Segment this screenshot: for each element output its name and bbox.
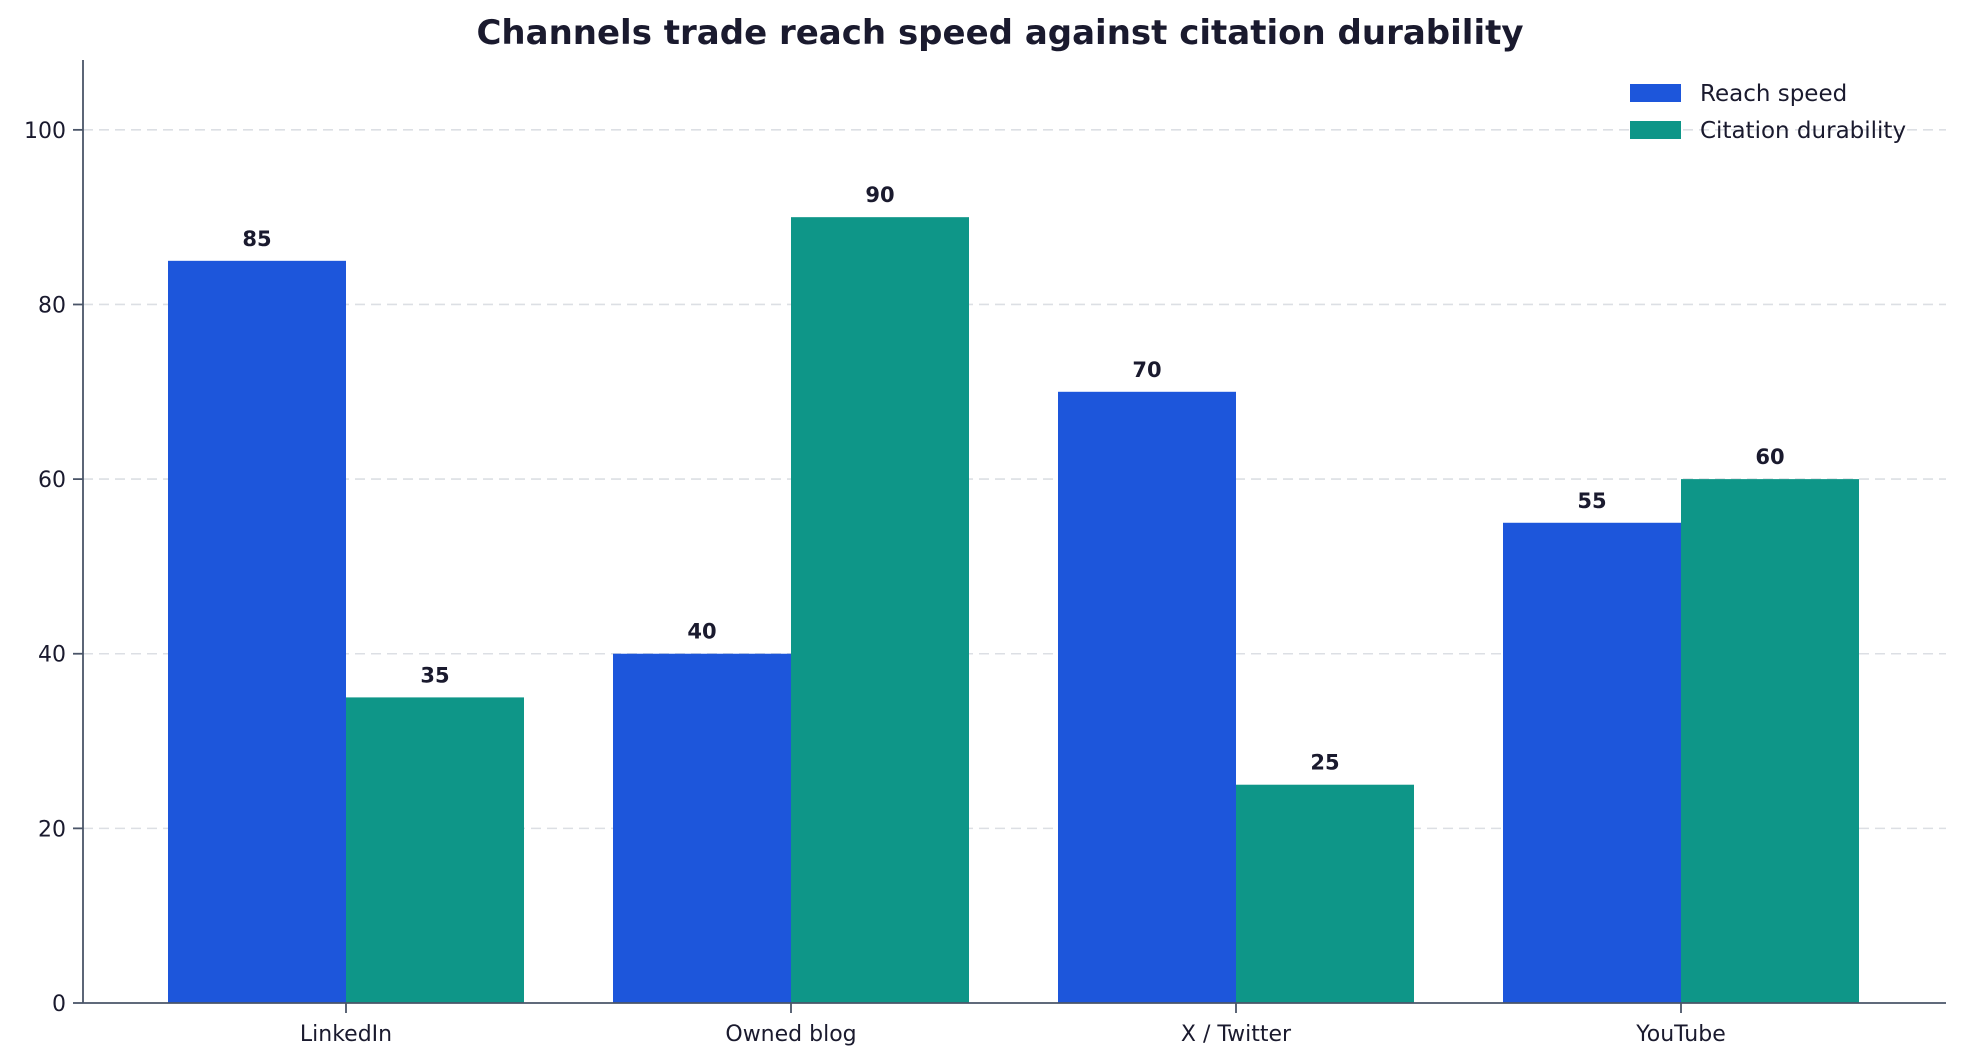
y-tick-label: 40 [38, 643, 66, 668]
y-tick-label: 100 [24, 119, 66, 144]
bar-citation-durability-youtube [1681, 479, 1859, 1004]
y-tick-label: 20 [38, 817, 66, 842]
y-tick-label: 60 [38, 468, 66, 493]
bar-reach-speed-youtube [1503, 522, 1681, 1003]
data-labels: 85 35 40 90 70 25 55 60 [242, 183, 1784, 775]
axes: 0 20 40 60 80 100 LinkedIn Owned blog X / Twitte… [24, 60, 1946, 1047]
data-label: 55 [1577, 489, 1606, 513]
data-label: 60 [1755, 445, 1784, 469]
bars [168, 217, 1859, 1004]
legend-swatch [1630, 121, 1681, 139]
data-label: 25 [1310, 751, 1339, 775]
bar-citation-durability-owned-blog [791, 217, 969, 1003]
x-tick-label: YouTube [1635, 1022, 1725, 1047]
bar-reach-speed-owned-blog [613, 653, 791, 1003]
y-tick-label: 80 [38, 293, 66, 318]
bar-reach-speed-linkedin [168, 260, 346, 1003]
y-tick-label: 0 [52, 992, 66, 1017]
data-label: 40 [687, 620, 716, 644]
data-label: 70 [1132, 358, 1161, 382]
x-tick-label: LinkedIn [300, 1022, 392, 1047]
x-tick-label: Owned blog [725, 1022, 856, 1047]
legend-swatch [1630, 84, 1681, 102]
bar-citation-durability-x-twitter [1236, 784, 1414, 1003]
data-label: 90 [865, 183, 894, 207]
data-label: 35 [420, 663, 449, 687]
legend-label: Reach speed [1700, 81, 1847, 107]
x-tick-label: X / Twitter [1181, 1022, 1292, 1047]
bar-citation-durability-linkedin [346, 697, 524, 1003]
chart-title: Channels trade reach speed against citat… [476, 13, 1523, 53]
legend: Reach speed Citation durability [1630, 81, 1906, 144]
bar-reach-speed-x-twitter [1058, 391, 1236, 1004]
data-label: 85 [242, 227, 271, 251]
legend-label: Citation durability [1700, 118, 1906, 144]
